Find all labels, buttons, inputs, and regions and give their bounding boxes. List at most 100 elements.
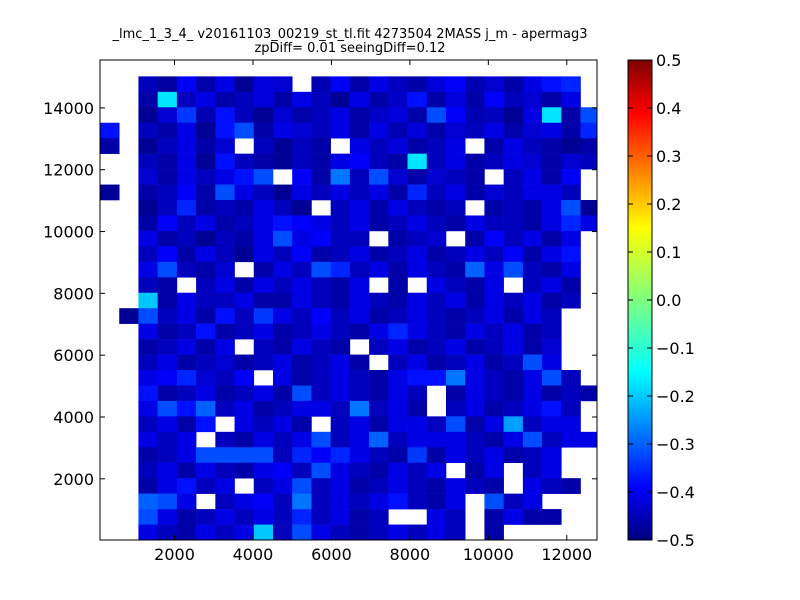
heatmap-cell (561, 230, 581, 247)
heatmap-cell (445, 76, 466, 93)
heatmap-cell (445, 524, 466, 541)
heatmap-cell (445, 261, 466, 278)
heatmap-cell (369, 308, 389, 324)
heatmap-cell (253, 246, 274, 263)
heatmap-cell (311, 431, 331, 448)
heatmap-cell (292, 292, 312, 309)
heatmap-cell (157, 509, 178, 525)
heatmap-cell (407, 447, 428, 464)
heatmap-cell (388, 524, 408, 541)
heatmap-cell (138, 354, 158, 371)
heatmap-cell (311, 524, 331, 541)
heatmap-cell (196, 370, 216, 386)
heatmap-cell (445, 354, 466, 371)
heatmap-cell (157, 385, 178, 402)
heatmap-cell (253, 122, 274, 139)
heatmap-cell (561, 138, 581, 154)
heatmap-cell (215, 431, 235, 448)
heatmap-cell (484, 370, 504, 386)
heatmap-cell (215, 478, 235, 494)
heatmap-cell (503, 169, 524, 185)
heatmap-cell (503, 153, 524, 170)
heatmap-cell (176, 246, 197, 263)
heatmap-cell (369, 261, 389, 278)
heatmap-cell (349, 524, 370, 541)
heatmap-cell (542, 230, 562, 247)
heatmap-cell (522, 323, 543, 340)
heatmap-cell (138, 215, 158, 232)
heatmap-cell (311, 462, 331, 479)
heatmap-cell (465, 292, 485, 309)
heatmap-cell (100, 122, 120, 139)
x-tick-label: 10000 (463, 545, 514, 564)
heatmap-cell (503, 400, 524, 417)
heatmap-cell (407, 385, 428, 402)
heatmap-cell (426, 122, 447, 139)
heatmap-cell (522, 493, 543, 510)
heatmap-cell (349, 230, 370, 247)
y-tick-label: 6000 (53, 346, 94, 365)
heatmap-cell (176, 261, 197, 278)
heatmap-cell (157, 339, 178, 355)
heatmap-cell (311, 246, 331, 263)
heatmap-cell (196, 215, 216, 232)
heatmap-cell (561, 416, 581, 433)
heatmap-cell (407, 230, 428, 247)
heatmap-cell (349, 478, 370, 494)
heatmap-cell (542, 370, 562, 386)
heatmap-cell (522, 261, 543, 278)
heatmap-cell (311, 138, 331, 154)
heatmap-cell (349, 169, 370, 185)
heatmap-cell (349, 416, 370, 433)
heatmap-cell (272, 76, 293, 93)
y-tick-label: 12000 (43, 161, 94, 180)
heatmap-cell (426, 277, 447, 294)
heatmap-cell (138, 493, 158, 510)
heatmap-cell (100, 184, 120, 201)
heatmap-cell (522, 370, 543, 386)
chart-title-line1: _lmc_1_3_4_ v20161103_00219_st_tl.fit 42… (112, 27, 588, 42)
heatmap-cell (369, 447, 389, 464)
heatmap-cell (330, 524, 351, 541)
heatmap-cell (196, 308, 216, 324)
heatmap-cell (465, 246, 485, 263)
heatmap-cell (426, 447, 447, 464)
heatmap-cell (157, 122, 178, 139)
heatmap-cell (176, 308, 197, 324)
heatmap-cell (176, 230, 197, 247)
heatmap-cell (272, 230, 293, 247)
heatmap-cell (388, 478, 408, 494)
heatmap-cell (196, 323, 216, 340)
heatmap-cell (388, 400, 408, 417)
heatmap-cell (272, 478, 293, 494)
heatmap-cell (157, 153, 178, 170)
colorbar-tick-label: −0.2 (656, 387, 695, 406)
heatmap-cell (465, 122, 485, 139)
heatmap-cell (196, 230, 216, 247)
heatmap-cell (253, 184, 274, 201)
heatmap-cell (407, 462, 428, 479)
heatmap-cell (426, 509, 447, 525)
heatmap-cell (330, 107, 351, 124)
heatmap-cell (465, 447, 485, 464)
y-axis: 2000 4000 6000 8000 10000 12000 14000 (43, 99, 597, 489)
x-axis: 2000 4000 6000 8000 10000 12000 (154, 60, 592, 564)
heatmap-cell (138, 292, 158, 309)
heatmap-cell (292, 339, 312, 355)
y-tick-label: 8000 (53, 284, 94, 303)
heatmap-cell (292, 122, 312, 139)
heatmap-cell (580, 107, 598, 124)
heatmap-cell (196, 447, 216, 464)
heatmap-cell (196, 184, 216, 201)
heatmap-cell (272, 354, 293, 371)
heatmap-cell (426, 91, 447, 108)
heatmap-cell (234, 493, 255, 510)
heatmap-cell (215, 277, 235, 294)
heatmap-cell (542, 431, 562, 448)
heatmap-cell (445, 107, 466, 124)
heatmap-cell (445, 200, 466, 216)
heatmap-cell (522, 91, 543, 108)
heatmap-cell (542, 447, 562, 464)
heatmap-cell (349, 246, 370, 263)
heatmap-cell (503, 122, 524, 139)
